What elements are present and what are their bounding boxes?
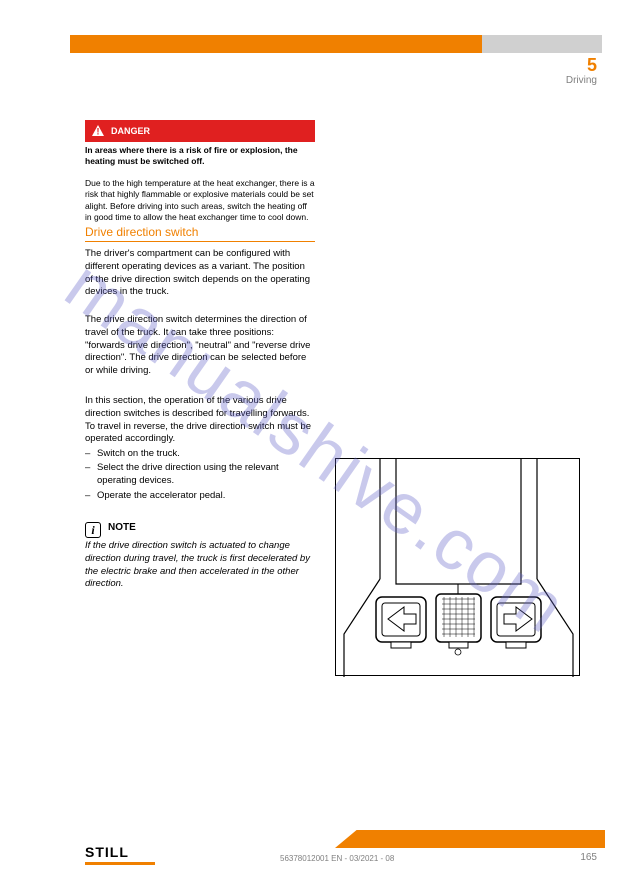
warning-icon: ! <box>91 124 105 138</box>
footer-bar <box>335 830 605 848</box>
page-number: 165 <box>580 852 597 863</box>
header-bar-orange <box>70 35 482 53</box>
bullet-1: Switch on the truck. <box>85 448 315 461</box>
chapter-number: 5 <box>587 55 597 76</box>
paragraph-1: The driver's compartment can be configur… <box>85 248 315 299</box>
danger-body: Due to the high temperature at the heat … <box>85 178 315 224</box>
bullet-3: Operate the accelerator pedal. <box>85 490 315 503</box>
logo-underline <box>85 862 155 865</box>
bullet-2: Select the drive direction using the rel… <box>85 462 315 488</box>
note-label: NOTE <box>108 522 136 533</box>
chapter-title: Driving <box>566 75 597 86</box>
paragraph-2: The drive direction switch determines th… <box>85 314 315 378</box>
danger-label: DANGER <box>111 126 150 136</box>
pedals-figure <box>335 458 580 676</box>
paragraph-3: In this section, the operation of the va… <box>85 395 315 446</box>
section-title: Drive direction switch <box>85 225 315 242</box>
danger-heading: In areas where there is a risk of fire o… <box>85 145 315 167</box>
info-icon: i <box>85 522 101 538</box>
danger-banner: ! DANGER <box>85 120 315 142</box>
header-bar-gray <box>482 35 602 53</box>
svg-text:!: ! <box>97 127 100 137</box>
logo-text: STILL <box>85 844 155 860</box>
document-id: 56378012001 EN - 03/2021 - 08 <box>280 854 394 863</box>
note-body: If the drive direction switch is actuate… <box>85 540 315 591</box>
header-bar <box>70 35 602 53</box>
brand-logo: STILL <box>85 844 155 865</box>
